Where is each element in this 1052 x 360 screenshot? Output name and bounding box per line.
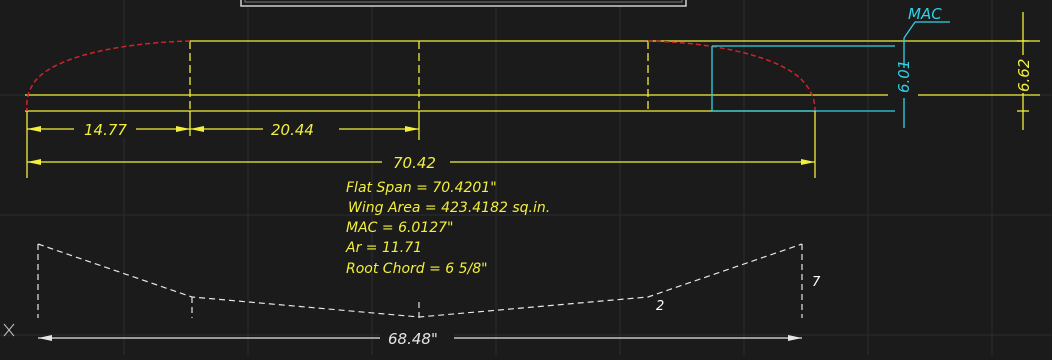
note-flat-span: Flat Span = 70.4201" [346,180,497,196]
note-mac: MAC = 6.0127" [346,220,454,236]
note-root-chord: Root Chord = 6 5/8" [346,261,488,277]
command-box-inner [244,0,683,3]
dihedral-left-note: 7 [812,275,821,290]
mac-construction [711,21,950,128]
dihedral-right-note: 2 [656,299,664,314]
mac-label-background [888,68,918,98]
ucs-cross-icon [3,323,15,337]
center-segment-dimension: 20.44 [271,121,314,139]
dimension-arrows [27,126,815,165]
note-aspect-ratio: Ar = 11.71 [345,240,422,256]
wing-tip-curves [26,40,816,112]
projected-span-label-background [380,328,454,348]
flat-span-label-background [382,153,450,171]
root-chord-dimension: 6.62 [1015,59,1033,92]
mac-chord-dimension: 6.01 [895,60,913,93]
tip-segment-label-background [74,120,136,138]
flat-span-dimension: 70.42 [393,154,436,172]
projected-span-arrows [38,335,802,341]
center-segment-label-background [263,120,339,138]
dihedral-profile [37,243,803,318]
root-chord-label-background [1012,55,1036,93]
mac-label: MAC [908,5,942,23]
wing-planform [25,40,1040,112]
projected-span-dimension: 68.48" [388,330,438,348]
command-box[interactable] [240,0,687,7]
tip-segment-dimension: 14.77 [84,121,127,139]
wing-notes: Flat Span = 70.4201" Wing Area = 423.418… [345,180,550,277]
note-wing-area: Wing Area = 423.4182 sq.in. [348,200,550,216]
